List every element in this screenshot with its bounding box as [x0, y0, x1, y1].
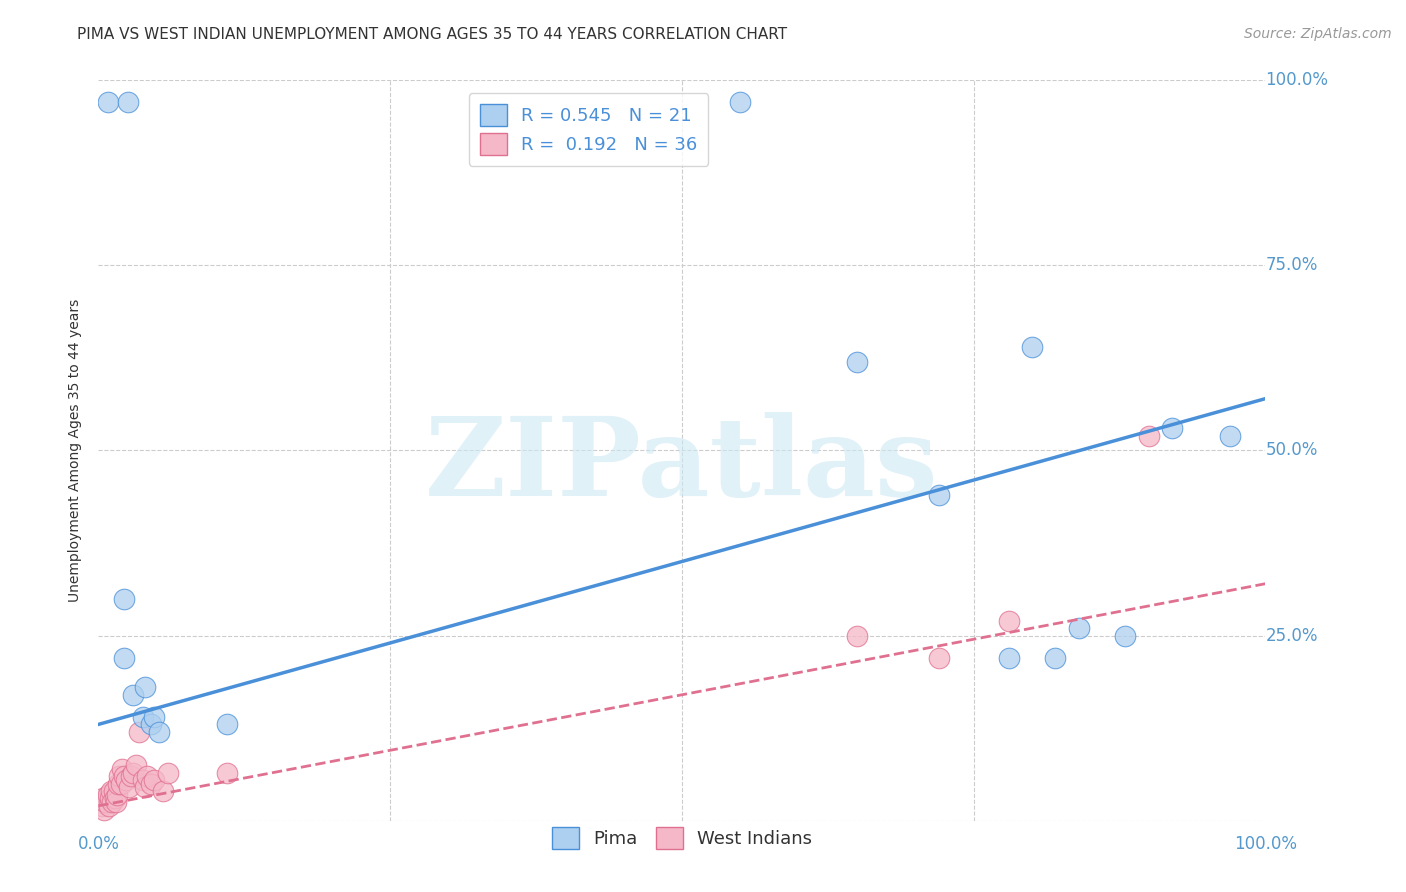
Point: [1161, 421, 1184, 435]
Point: [997, 650, 1019, 665]
Point: [122, 688, 145, 702]
Point: [846, 354, 869, 368]
Point: [139, 717, 162, 731]
Point: [846, 628, 869, 642]
Point: [104, 795, 127, 809]
Point: [103, 784, 125, 798]
Point: [136, 769, 159, 783]
Point: [91, 791, 114, 805]
Point: [94, 795, 117, 809]
Point: [1067, 621, 1090, 635]
Text: Source: ZipAtlas.com: Source: ZipAtlas.com: [1244, 27, 1392, 41]
Point: [105, 788, 128, 802]
Point: [112, 650, 135, 665]
Point: [1021, 340, 1043, 354]
Point: [112, 591, 135, 606]
Point: [97, 788, 120, 802]
Point: [1114, 628, 1136, 642]
Point: [1045, 650, 1067, 665]
Point: [97, 798, 120, 813]
Point: [110, 776, 132, 791]
Point: [134, 780, 156, 795]
Point: [215, 765, 238, 780]
Point: [98, 791, 121, 805]
Point: [93, 803, 115, 817]
Point: [107, 776, 129, 791]
Point: [143, 772, 166, 787]
Point: [132, 772, 155, 787]
Point: [125, 758, 148, 772]
Point: [1219, 428, 1241, 442]
Point: [90, 798, 112, 813]
Point: [134, 681, 156, 695]
Point: [117, 95, 139, 110]
Point: [115, 772, 138, 787]
Point: [928, 488, 950, 502]
Text: 100.0%: 100.0%: [1265, 71, 1329, 89]
Text: 100.0%: 100.0%: [1234, 836, 1296, 854]
Text: 0.0%: 0.0%: [77, 836, 120, 854]
Point: [101, 795, 124, 809]
Point: [148, 724, 170, 739]
Point: [730, 95, 752, 110]
Legend: Pima, West Indians: Pima, West Indians: [544, 820, 820, 856]
Point: [143, 710, 166, 724]
Point: [157, 765, 180, 780]
Point: [215, 717, 238, 731]
Point: [139, 776, 162, 791]
Text: PIMA VS WEST INDIAN UNEMPLOYMENT AMONG AGES 35 TO 44 YEARS CORRELATION CHART: PIMA VS WEST INDIAN UNEMPLOYMENT AMONG A…: [77, 27, 787, 42]
Text: ZIPatlas: ZIPatlas: [425, 412, 939, 519]
Point: [120, 769, 142, 783]
Point: [128, 724, 150, 739]
Point: [132, 710, 155, 724]
Point: [108, 769, 131, 783]
Point: [97, 95, 120, 110]
Point: [152, 784, 174, 798]
Point: [118, 780, 141, 795]
Text: 50.0%: 50.0%: [1265, 442, 1317, 459]
Point: [100, 784, 122, 798]
Y-axis label: Unemployment Among Ages 35 to 44 years: Unemployment Among Ages 35 to 44 years: [67, 299, 82, 602]
Point: [112, 769, 135, 783]
Point: [1137, 428, 1160, 442]
Point: [122, 765, 145, 780]
Text: 75.0%: 75.0%: [1265, 256, 1317, 275]
Point: [997, 614, 1019, 628]
Point: [111, 762, 134, 776]
Point: [104, 791, 127, 805]
Point: [928, 650, 950, 665]
Text: 25.0%: 25.0%: [1265, 626, 1317, 645]
